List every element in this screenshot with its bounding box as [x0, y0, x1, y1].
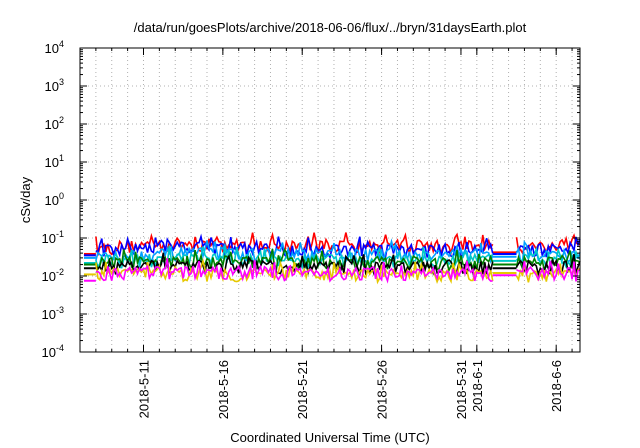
y-tick-label: 100 [45, 191, 64, 208]
series-line [95, 252, 494, 277]
x-axis-label: Coordinated Universal Time (UTC) [230, 430, 429, 445]
series-line [515, 250, 581, 273]
y-tick-label: 10-4 [42, 343, 64, 360]
series-group [83, 231, 581, 285]
x-tick-label: 2018-5-16 [216, 360, 231, 419]
x-tick-label: 2018-6-1 [470, 360, 485, 412]
grid [80, 48, 580, 352]
y-tick-label: 10-3 [42, 305, 64, 322]
y-tick-label: 10-2 [42, 267, 64, 284]
y-tick-label: 104 [45, 39, 64, 56]
series-line [516, 260, 581, 283]
y-tick-label: 10-1 [42, 229, 64, 246]
x-tick-label: 2018-5-31 [454, 360, 469, 419]
ticks: 10-4 10-3 10-2 10-1 100 101 102 103 104 2018-5-11… [42, 39, 580, 419]
y-tick-label: 101 [45, 153, 64, 170]
series-line [95, 238, 494, 266]
x-tick-label: 2018-5-26 [375, 360, 390, 419]
x-tick-label: 2018-5-11 [136, 360, 151, 418]
series-line [95, 258, 493, 284]
chart-title: /data/run/goesPlots/archive/2018-06-06/f… [134, 20, 527, 35]
y-tick-label: 103 [45, 77, 64, 94]
y-tick-label: 102 [45, 115, 64, 132]
series-line [95, 231, 494, 257]
x-tick-label: 2018-5-21 [295, 360, 310, 419]
x-tick-label: 2018-6-6 [549, 360, 564, 412]
y-axis-label: cSv/day [18, 176, 33, 223]
series-line [515, 246, 581, 269]
